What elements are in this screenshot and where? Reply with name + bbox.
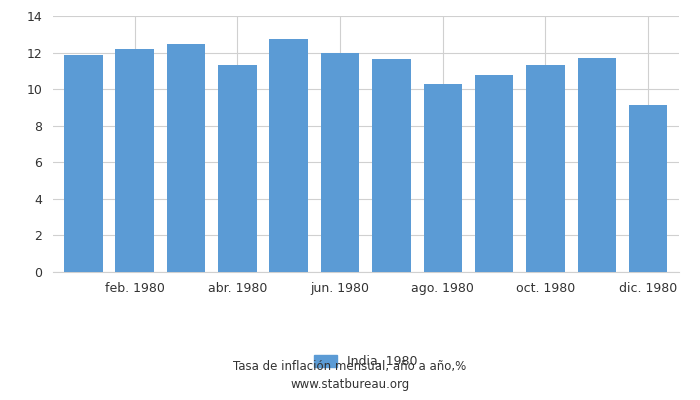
Bar [270,39,308,272]
Bar [116,49,154,272]
Bar [526,65,565,272]
Text: www.statbureau.org: www.statbureau.org [290,378,410,391]
Bar [424,84,462,272]
Bar [64,55,103,272]
Text: Tasa de inflación mensual, año a año,%: Tasa de inflación mensual, año a año,% [233,360,467,373]
Bar [578,58,616,272]
Bar [372,59,411,272]
Bar [321,54,359,272]
Legend: India, 1980: India, 1980 [309,350,422,373]
Bar [218,65,257,272]
Bar [167,44,205,272]
Bar [475,74,513,272]
Bar [629,105,667,272]
